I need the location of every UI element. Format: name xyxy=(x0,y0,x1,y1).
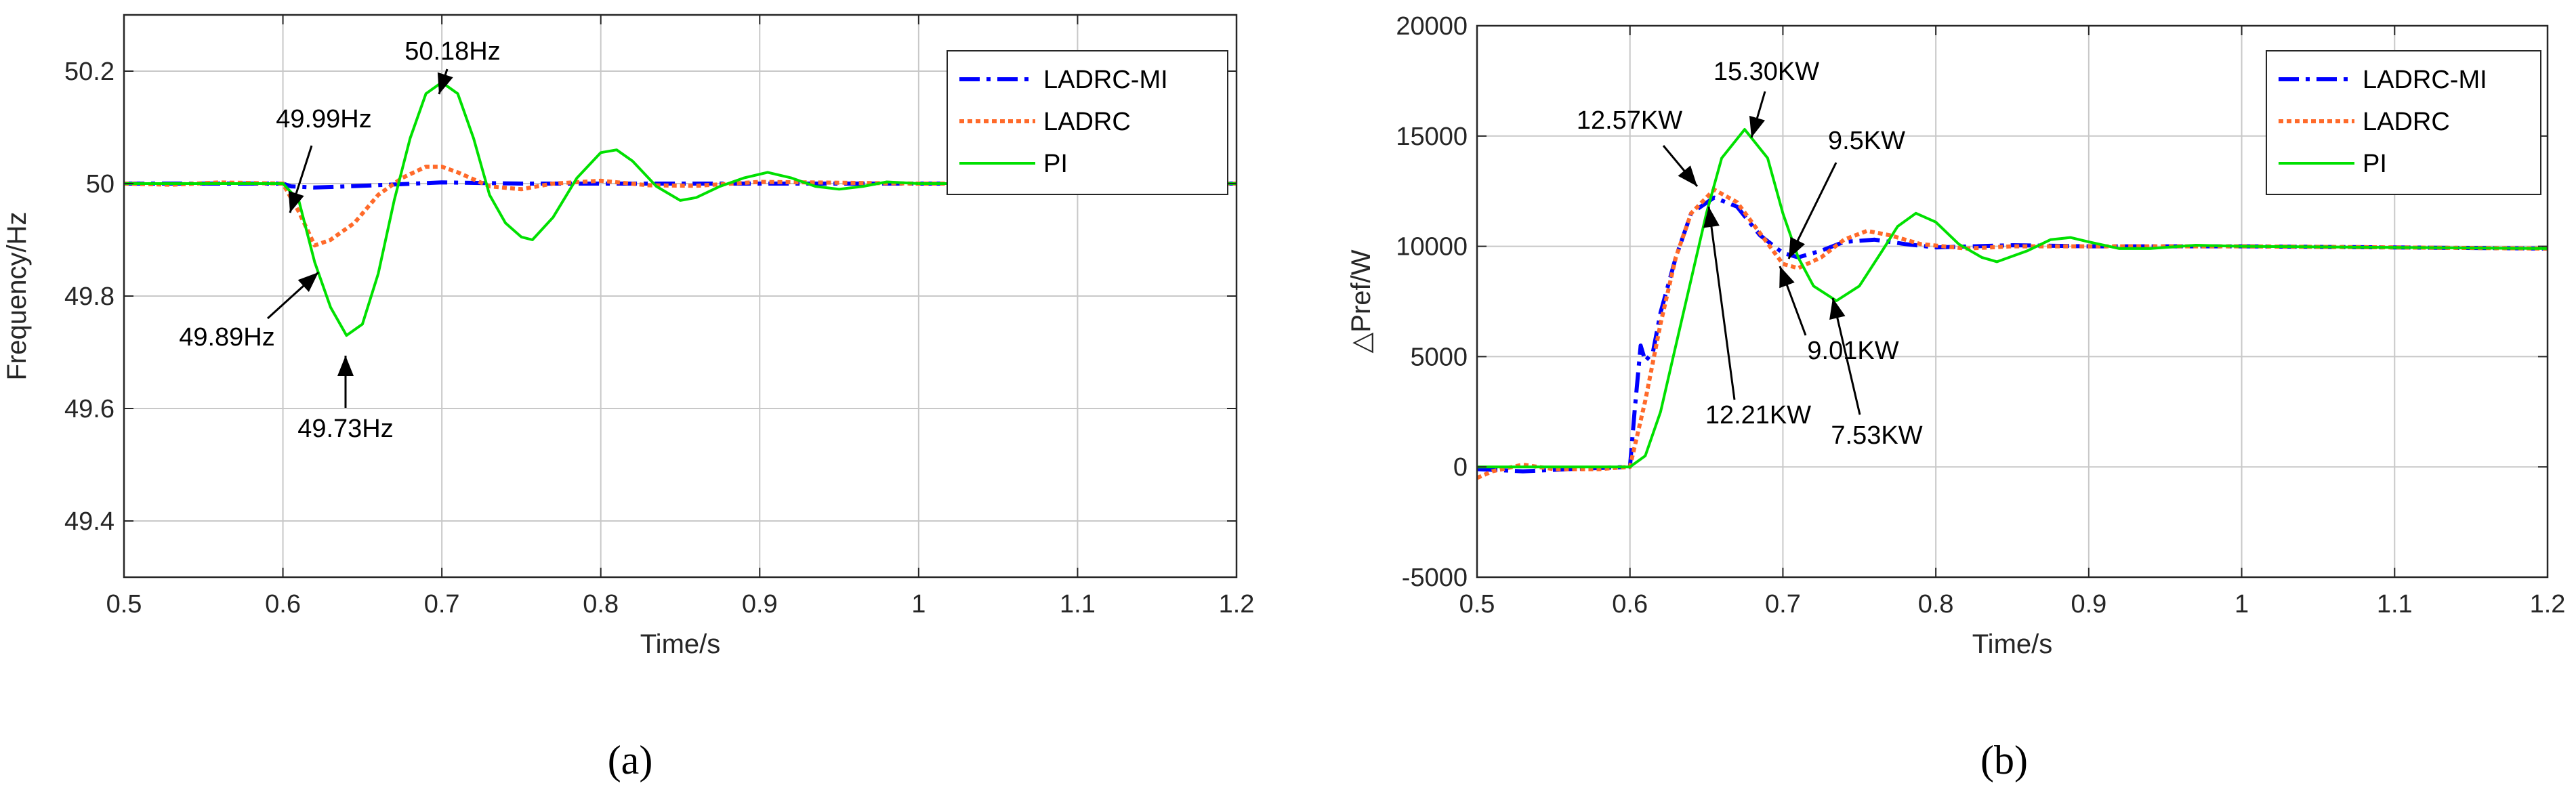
x-tick-label: 1.1 xyxy=(1060,590,1096,619)
annotation-arrow-head xyxy=(337,356,354,376)
annotation-50-18hz: 50.18Hz xyxy=(404,37,501,66)
y-tick-label: -5000 xyxy=(1402,564,1468,592)
legend-label-ladrc: LADRC xyxy=(1043,108,1131,136)
chart-panel-a: 0.5 0.6 0.7 0.8 0.9 1 1.1 1.2 49.4 49.6 49.8 50 50.2… xyxy=(2,14,1255,782)
y-tick-label: 49.4 xyxy=(64,507,115,536)
legend-label-pi: PI xyxy=(1043,150,1068,178)
annotation-49-89hz: 49.89Hz xyxy=(179,323,275,352)
x-tick-label: 0.6 xyxy=(265,590,301,619)
annotation-arrow-head xyxy=(1678,165,1697,186)
annotation-arrow-head xyxy=(1749,115,1765,138)
annotation-arrow-head xyxy=(1703,207,1720,228)
panel-label: (b) xyxy=(1980,738,2028,782)
x-tick-label: 1 xyxy=(2235,590,2249,619)
annotation-49-73hz: 49.73Hz xyxy=(297,415,394,443)
axes-box xyxy=(1476,24,2549,579)
x-tick-label: 0.8 xyxy=(1918,590,1954,619)
legend-label-ladrc-mi: LADRC-MI xyxy=(2363,66,2487,94)
y-tick-label: 5000 xyxy=(1410,343,1468,371)
chart-panel-b: 0.5 0.6 0.7 0.8 0.9 1 1.1 1.2 -5000 0 5000 10000 150… xyxy=(1346,12,2565,782)
annotation-arrow-head xyxy=(1829,298,1846,320)
x-tick-label: 1.2 xyxy=(1219,590,1255,619)
legend-label-ladrc-mi: LADRC-MI xyxy=(1043,66,1168,94)
x-tick-label: 0.7 xyxy=(1765,590,1801,619)
annotation-arrow-head xyxy=(1789,236,1806,259)
x-tick-label: 1.1 xyxy=(2377,590,2413,619)
legend-label-pi: PI xyxy=(2363,150,2387,178)
annotation-arrow-head xyxy=(297,272,318,293)
y-tick-label: 49.8 xyxy=(64,282,115,311)
y-tick-label: 50 xyxy=(86,170,115,198)
annotation-arrow-head xyxy=(1779,266,1795,289)
x-tick-label: 1 xyxy=(911,590,926,619)
x-tick-label: 1.2 xyxy=(2530,590,2566,619)
y-tick-label: 15000 xyxy=(1396,123,1468,151)
annotation-arrow-shaft xyxy=(1707,206,1736,400)
x-tick-label: 0.9 xyxy=(742,590,778,619)
annotation-9-5kw: 9.5KW xyxy=(1828,127,1905,155)
y-tick-label: 20000 xyxy=(1396,12,1468,41)
y-axis-label: △Pref/W xyxy=(1346,249,1376,353)
annotation-7-53kw: 7.53KW xyxy=(1831,421,1922,450)
y-tick-label: 0 xyxy=(1453,453,1468,482)
annotation-9-01kw: 9.01KW xyxy=(1807,337,1898,365)
x-tick-label: 0.8 xyxy=(583,590,619,619)
annotation-49-99hz: 49.99Hz xyxy=(276,105,372,133)
y-tick-label: 49.6 xyxy=(64,395,115,423)
annotation-15-30kw: 15.30KW xyxy=(1713,58,1819,86)
x-tick-label: 0.6 xyxy=(1612,590,1648,619)
annotation-arrow-head xyxy=(437,72,453,94)
y-tick-label: 10000 xyxy=(1396,233,1468,261)
x-axis-label: Time/s xyxy=(640,629,721,659)
x-axis-label: Time/s xyxy=(1972,629,2053,659)
series-line-pi xyxy=(124,81,1237,337)
legend-label-ladrc: LADRC xyxy=(2363,108,2450,136)
x-tick-label: 0.5 xyxy=(106,590,142,619)
annotation-12-57kw: 12.57KW xyxy=(1577,106,1682,135)
panel-label: (a) xyxy=(608,738,653,782)
y-tick-label: 50.2 xyxy=(64,58,115,86)
annotation-12-21kw: 12.21KW xyxy=(1705,401,1811,430)
annotation-arrow-head xyxy=(288,190,304,213)
x-tick-label: 0.5 xyxy=(1459,590,1495,619)
x-tick-label: 0.7 xyxy=(424,590,460,619)
x-tick-label: 0.9 xyxy=(2071,590,2106,619)
y-axis-label: Frequency/Hz xyxy=(2,212,32,381)
series-line-pi xyxy=(1477,128,2548,469)
